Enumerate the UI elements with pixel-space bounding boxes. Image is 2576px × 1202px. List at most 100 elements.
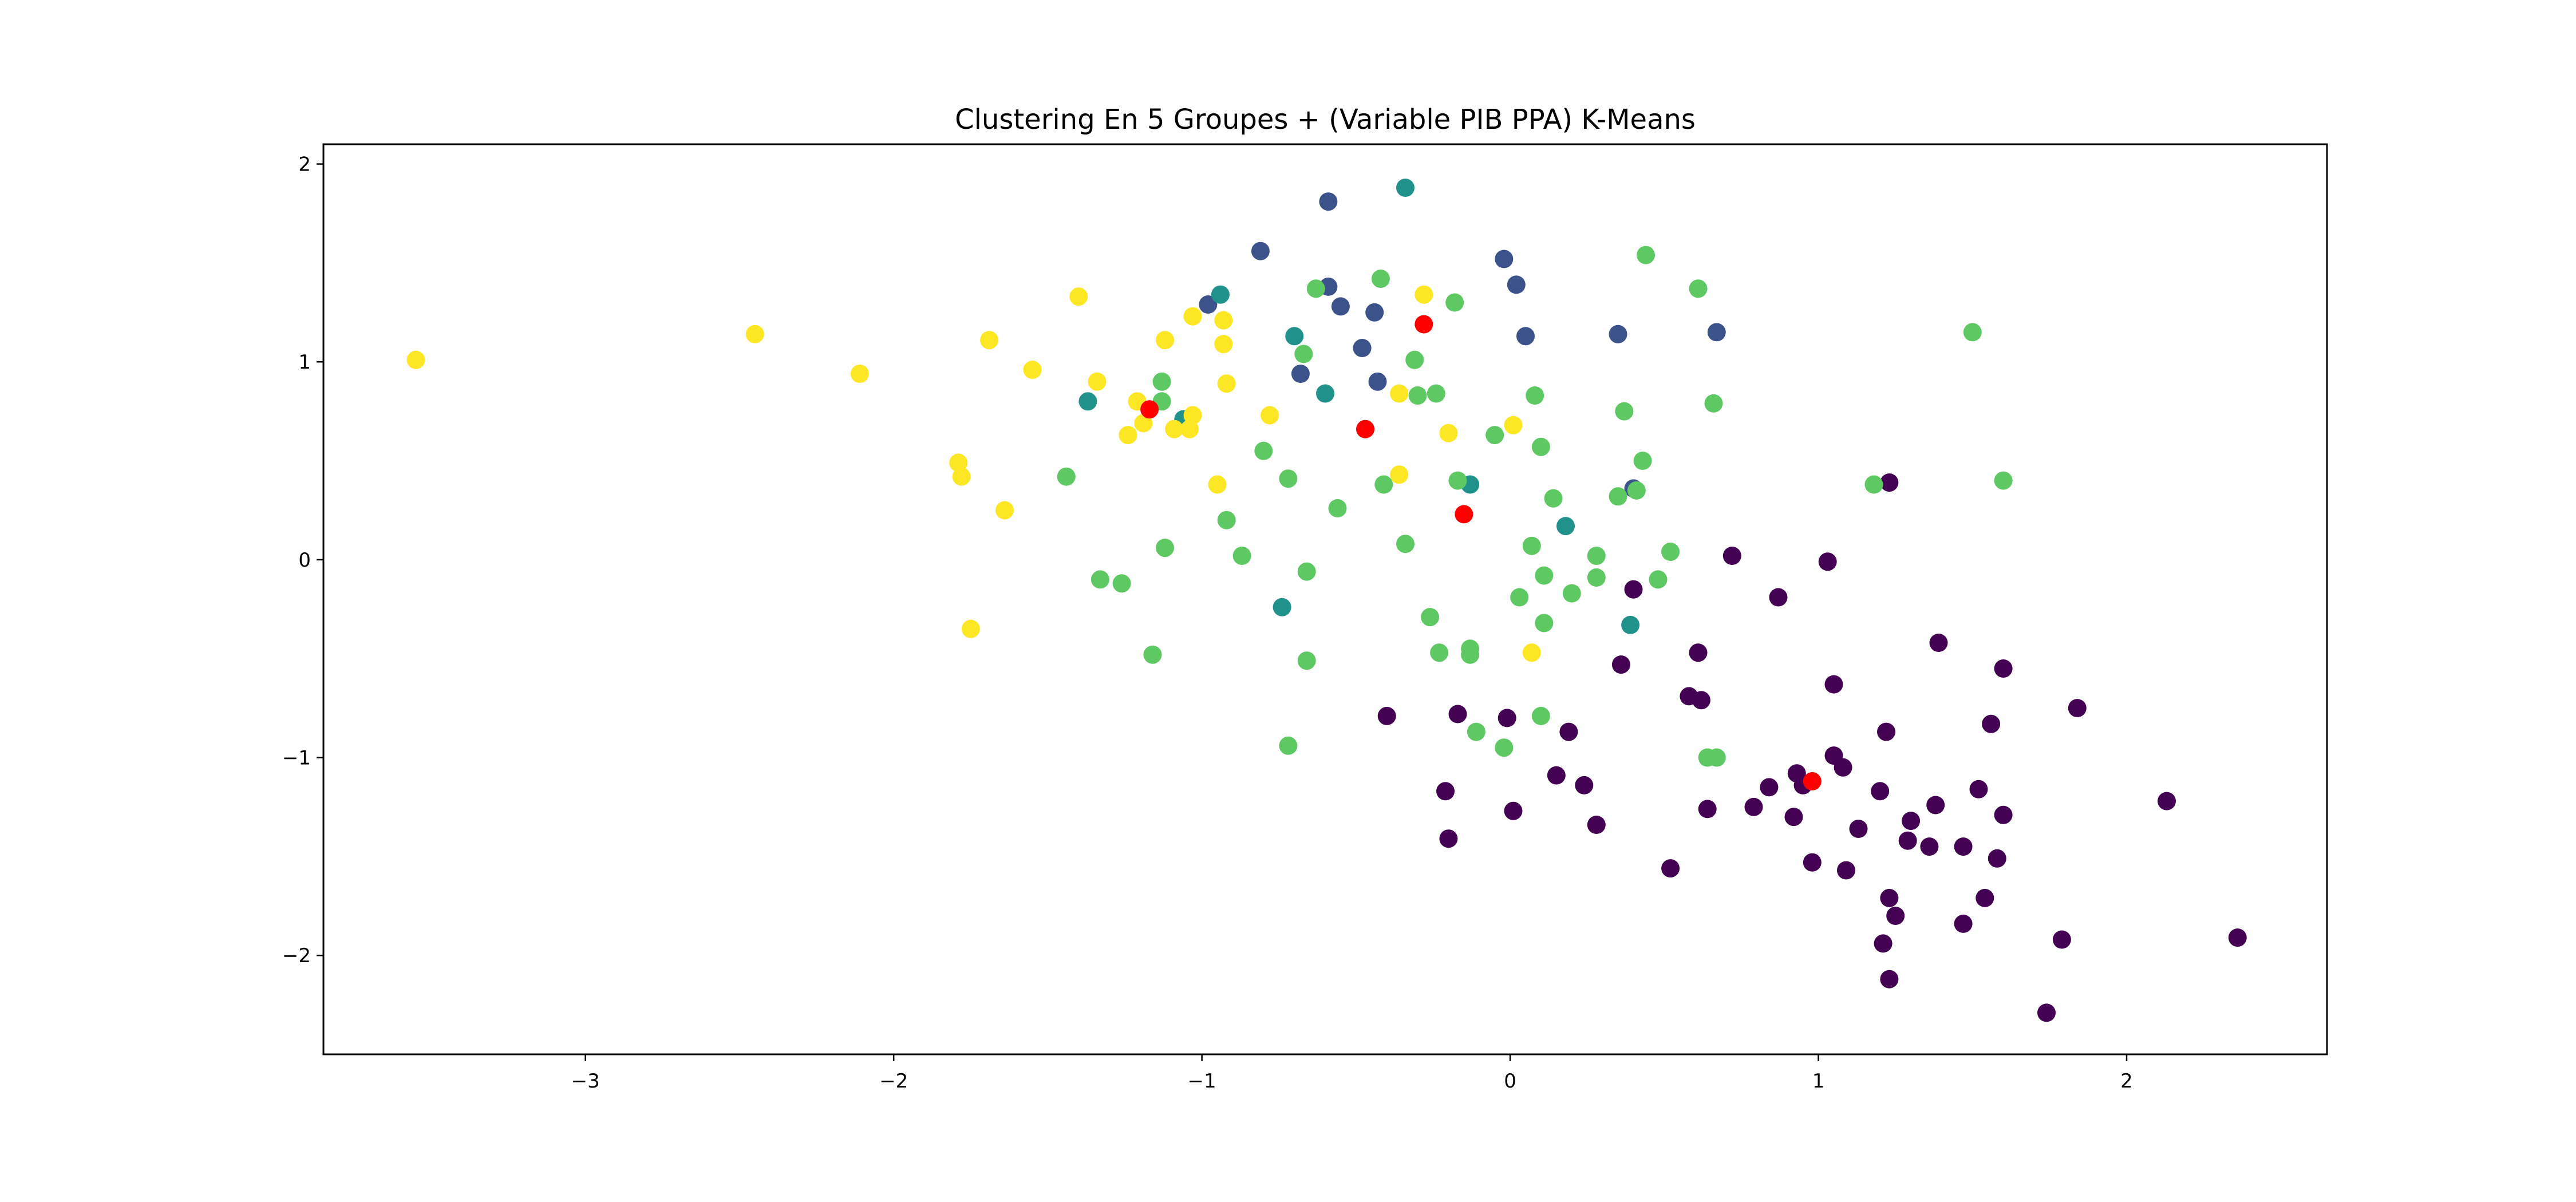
data-point-cluster_0 xyxy=(1498,709,1516,727)
data-point-cluster_3 xyxy=(1526,386,1544,405)
x-tick-label: −1 xyxy=(1188,1070,1216,1093)
data-point-cluster_0 xyxy=(1929,634,1948,652)
data-point-cluster_4 xyxy=(1208,475,1227,494)
data-point-cluster_3 xyxy=(1535,614,1554,632)
centroid-point xyxy=(1140,400,1159,419)
data-point-cluster_0 xyxy=(1769,588,1788,607)
data-point-cluster_0 xyxy=(1547,766,1566,785)
data-point-cluster_0 xyxy=(1611,655,1630,674)
data-point-cluster_1 xyxy=(1251,242,1270,260)
data-point-cluster_3 xyxy=(1864,475,1883,494)
centroid-point xyxy=(1455,505,1473,524)
data-point-cluster_1 xyxy=(1331,297,1350,316)
data-point-cluster_4 xyxy=(1261,406,1279,425)
data-point-cluster_0 xyxy=(1587,816,1606,834)
data-point-cluster_0 xyxy=(1661,859,1680,878)
data-point-cluster_3 xyxy=(1627,481,1646,500)
data-point-cluster_3 xyxy=(1328,499,1347,517)
data-point-cluster_1 xyxy=(1516,327,1535,346)
data-point-cluster_0 xyxy=(1994,805,2013,824)
data-point-cluster_3 xyxy=(1112,574,1131,593)
data-point-cluster_0 xyxy=(1803,853,1822,872)
data-point-cluster_0 xyxy=(1886,907,1905,925)
data-point-cluster_3 xyxy=(1254,441,1273,460)
data-point-cluster_4 xyxy=(1069,287,1088,306)
data-point-cluster_2 xyxy=(1316,384,1334,403)
data-point-cluster_0 xyxy=(1722,547,1741,565)
data-point-cluster_0 xyxy=(2068,699,2087,718)
data-point-cluster_3 xyxy=(1994,471,2013,490)
data-point-cluster_0 xyxy=(1954,837,1973,856)
data-point-cluster_0 xyxy=(1871,782,1890,801)
data-point-cluster_0 xyxy=(1448,705,1467,723)
data-point-cluster_4 xyxy=(1522,643,1541,662)
data-point-cluster_1 xyxy=(1609,325,1627,343)
data-point-cluster_3 xyxy=(1587,547,1606,565)
data-point-cluster_3 xyxy=(1217,511,1236,529)
data-point-cluster_3 xyxy=(1371,270,1390,288)
data-point-cluster_3 xyxy=(1057,467,1076,486)
y-tick-label: −2 xyxy=(282,944,311,967)
data-point-cluster_3 xyxy=(1485,426,1504,445)
y-tick-label: 1 xyxy=(298,351,311,374)
data-point-cluster_0 xyxy=(2052,930,2071,949)
data-point-cluster_4 xyxy=(1088,372,1107,391)
data-point-cluster_4 xyxy=(1504,416,1523,434)
data-point-cluster_4 xyxy=(1119,426,1137,445)
data-point-cluster_3 xyxy=(1531,706,1550,725)
data-point-cluster_4 xyxy=(1180,420,1199,438)
data-point-cluster_4 xyxy=(406,350,425,369)
data-point-cluster_0 xyxy=(1824,675,1843,694)
data-point-cluster_0 xyxy=(1880,970,1899,989)
data-point-cluster_0 xyxy=(1784,808,1803,827)
data-point-cluster_2 xyxy=(1285,327,1304,346)
data-point-cluster_4 xyxy=(1156,331,1174,350)
chart-title: Clustering En 5 Groupes + (Variable PIB … xyxy=(955,104,1696,136)
data-point-cluster_2 xyxy=(1621,615,1640,634)
data-point-cluster_3 xyxy=(1143,645,1162,664)
data-point-cluster_3 xyxy=(1297,562,1316,581)
data-point-cluster_0 xyxy=(1760,778,1779,797)
data-point-cluster_3 xyxy=(1279,736,1298,755)
x-tick-label: 0 xyxy=(1504,1070,1516,1093)
data-point-cluster_1 xyxy=(1353,339,1372,357)
data-point-cluster_3 xyxy=(1615,402,1634,421)
data-point-cluster_3 xyxy=(1430,643,1449,662)
data-point-cluster_3 xyxy=(1156,539,1174,557)
data-point-cluster_3 xyxy=(1445,293,1464,312)
ticks-layer: −3 −2 −1 0 1 2 −2 −1 0 1 2 xyxy=(282,153,2133,1093)
data-point-cluster_0 xyxy=(1436,782,1455,801)
points-layer xyxy=(406,179,2247,1022)
data-point-cluster_0 xyxy=(1559,722,1578,741)
data-point-cluster_3 xyxy=(1405,350,1424,369)
data-point-cluster_3 xyxy=(1374,475,1393,494)
centroid-point xyxy=(1803,772,1822,790)
data-point-cluster_1 xyxy=(1707,323,1726,342)
data-point-cluster_1 xyxy=(1319,192,1338,211)
data-point-cluster_3 xyxy=(1510,588,1529,607)
data-point-cluster_3 xyxy=(1609,487,1627,506)
data-point-cluster_0 xyxy=(1877,722,1895,741)
data-point-cluster_3 xyxy=(1396,535,1415,553)
data-point-cluster_3 xyxy=(1297,651,1316,670)
data-point-cluster_0 xyxy=(1920,837,1939,856)
data-point-cluster_0 xyxy=(1575,776,1594,794)
data-point-cluster_3 xyxy=(1152,372,1171,391)
data-point-cluster_0 xyxy=(1988,849,2006,868)
data-point-cluster_0 xyxy=(1698,800,1717,819)
x-tick-label: 2 xyxy=(2120,1070,2133,1093)
data-point-cluster_3 xyxy=(1232,547,1251,565)
data-point-cluster_0 xyxy=(1834,758,1852,777)
data-point-cluster_1 xyxy=(1368,372,1387,391)
data-point-cluster_1 xyxy=(1495,250,1514,268)
data-point-cluster_3 xyxy=(1091,570,1109,589)
data-point-cluster_2 xyxy=(1273,598,1291,616)
data-point-cluster_1 xyxy=(1291,365,1310,383)
data-point-cluster_3 xyxy=(1448,471,1467,490)
y-tick-label: 2 xyxy=(298,153,311,176)
data-point-cluster_4 xyxy=(745,325,764,343)
data-point-cluster_0 xyxy=(1689,643,1708,662)
data-point-cluster_3 xyxy=(1587,568,1606,587)
